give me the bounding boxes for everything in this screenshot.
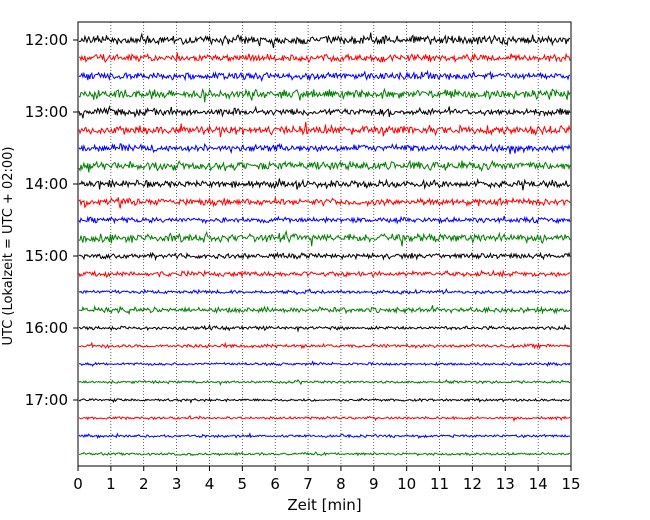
- y-tick-label: 12:00: [25, 31, 68, 49]
- x-tick-label: 4: [205, 475, 215, 493]
- trace-line: [78, 196, 571, 209]
- y-tick-label: 16:00: [25, 319, 68, 337]
- trace-line: [78, 69, 571, 83]
- trace-line: [79, 451, 571, 457]
- y-axis: 12:00 13:00 14:00 15:00 16:00 17:00: [25, 31, 78, 409]
- x-axis: 0 1 2 3 4 5 6 7 8 9 10 11 12 13 14 15: [73, 466, 581, 493]
- x-tick-label: 10: [397, 475, 416, 493]
- y-tick-label: 13:00: [25, 103, 68, 121]
- trace-line: [78, 378, 571, 387]
- trace-line: [78, 288, 571, 296]
- x-tick-label: 8: [336, 475, 346, 493]
- trace-line: [78, 415, 571, 423]
- x-tick-label: 15: [561, 475, 580, 493]
- y-axis-title: UTC (Lokalzeit = UTC + 02:00): [1, 147, 16, 346]
- trace-line: [78, 178, 571, 191]
- trace-line: [78, 304, 571, 316]
- trace-line: [78, 142, 571, 155]
- trace-line: [78, 215, 571, 225]
- x-tick-label: 5: [238, 475, 248, 493]
- x-tick-label: 12: [463, 475, 482, 493]
- x-tick-label: 13: [496, 475, 515, 493]
- x-tick-label: 2: [139, 475, 149, 493]
- trace-line: [78, 87, 571, 103]
- trace-group: [78, 32, 571, 457]
- trace-line: [78, 432, 571, 440]
- x-grid: [110, 22, 539, 466]
- x-axis-title: Zeit [min]: [287, 496, 361, 514]
- trace-line: [79, 360, 571, 367]
- x-tick-label: 3: [172, 475, 182, 493]
- x-tick-label: 14: [529, 475, 548, 493]
- y-tick-label: 14:00: [25, 175, 68, 193]
- trace-line: [78, 121, 571, 138]
- trace-line: [78, 269, 571, 279]
- x-tick-label: 11: [430, 475, 449, 493]
- trace-line: [78, 159, 571, 173]
- plot-frame: [77, 21, 572, 467]
- x-tick-label: 1: [106, 475, 116, 493]
- x-tick-label: 6: [270, 475, 280, 493]
- trace-line: [78, 105, 571, 119]
- trace-line: [78, 341, 571, 350]
- trace-line: [78, 229, 571, 247]
- trace-line: [78, 397, 571, 404]
- y-tick-label: 17:00: [25, 391, 68, 409]
- trace-line: [78, 52, 571, 64]
- trace-line: [78, 323, 571, 333]
- trace-line: [78, 32, 571, 48]
- x-tick-label: 9: [369, 475, 379, 493]
- x-tick-label: 7: [303, 475, 313, 493]
- x-tick-label: 0: [73, 475, 83, 493]
- trace-line: [78, 251, 571, 262]
- y-tick-label: 15:00: [25, 247, 68, 265]
